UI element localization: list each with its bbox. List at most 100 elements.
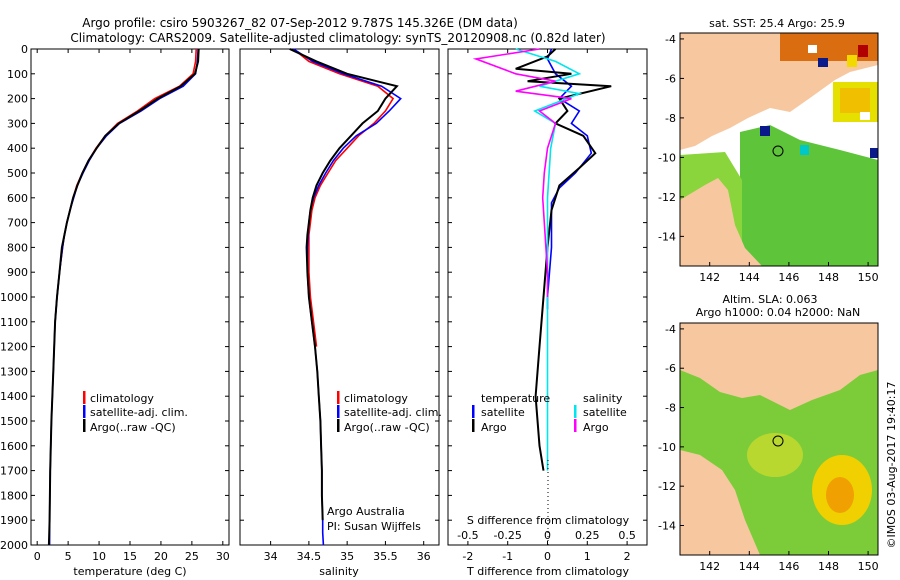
sst-missing-cell: [808, 45, 817, 53]
legend-swatch-satellite: [83, 405, 86, 418]
map-bottom-title1: Altim. SLA: 0.063: [722, 293, 817, 306]
series-line-satellite-adj-clim-: [48, 48, 199, 545]
salinity-panel-frame: [239, 48, 440, 546]
legend-climatology: climatology: [90, 392, 154, 405]
temperature-legend: climatology satellite-adj. clim. Argo(..…: [83, 391, 188, 434]
legend-temperature-title: temperature: [481, 392, 550, 405]
x2-tick-label: -0.25: [493, 529, 521, 542]
sst-cold-cell: [818, 58, 828, 67]
map-top-frame: [679, 32, 879, 267]
x-tick-label: 36: [417, 550, 431, 563]
title-line2: Climatology: CARS2009. Satellite-adjuste…: [70, 31, 605, 45]
series-line-argo-raw-qc-: [47, 48, 200, 546]
legend-salinity-title: salinity: [583, 392, 623, 405]
legend-swatch-s-argo: [574, 419, 577, 432]
map-x-tick-label: 150: [858, 560, 879, 573]
y-tick-label: 500: [7, 167, 28, 180]
x-tick-label: 34: [264, 550, 278, 563]
y-tick-label: 1800: [0, 489, 28, 502]
difference-x2label: S difference from climatology: [467, 514, 630, 527]
x2-tick-label: 0.5: [618, 529, 636, 542]
legend-swatch-climatology: [337, 391, 340, 404]
temperature-panel-frame: [30, 48, 230, 546]
x-tick-label: 34.5: [297, 550, 322, 563]
sst-orange-patch: [840, 88, 870, 113]
legend-t-satellite: satellite: [481, 406, 525, 419]
y-tick-label: 1400: [0, 390, 28, 403]
sst-gap: [860, 112, 870, 120]
x-tick-label: 0: [34, 550, 41, 563]
annotation-program: Argo Australia: [327, 505, 405, 518]
sst-green-region: [740, 125, 878, 266]
series-line-argo-raw-qc-: [289, 48, 399, 521]
map-bottom-title2: Argo h1000: 0.04 h2000: NaN: [696, 306, 861, 319]
map-y-tick-label: -4: [665, 33, 676, 46]
x2-tick-label: -0.5: [457, 529, 478, 542]
map-bottom-frame: [679, 322, 879, 556]
map-y-tick-label: -6: [665, 362, 676, 375]
map-y-tick-label: -14: [658, 230, 676, 243]
land-australia: [680, 178, 762, 266]
imos-credit: ©IMOS 03-Aug-2017 19:40:17: [885, 382, 898, 549]
y-tick-label: 400: [7, 142, 28, 155]
sla-peak-patch: [826, 477, 854, 513]
x-tick-label: 20: [154, 550, 168, 563]
sst-dark-cell-2: [870, 148, 878, 158]
y-tick-label: 1000: [0, 291, 28, 304]
title-line1: Argo profile: csiro 5903267_82 07-Sep-20…: [82, 16, 518, 30]
x-tick-label: 35.5: [373, 550, 398, 563]
temperature-xlabel: temperature (deg C): [73, 565, 186, 578]
y-tick-label: 1500: [0, 415, 28, 428]
map-top: [679, 32, 879, 267]
legend-t-argo: Argo: [481, 421, 507, 434]
map-y-tick-label: -12: [658, 480, 676, 493]
legend-swatch-s-satellite: [574, 405, 577, 418]
y-tick-label: 300: [7, 117, 28, 130]
x2-tick-label: 0.25: [575, 529, 600, 542]
legend-argo: Argo(..raw -QC): [90, 421, 176, 434]
y-tick-label: 1300: [0, 365, 28, 378]
y-tick-label: 1700: [0, 465, 28, 478]
legend-swatch-satellite: [337, 405, 340, 418]
difference-xlabel: T difference from climatology: [466, 565, 629, 578]
series-line-temperature-satellite: [546, 48, 593, 310]
argo-location-marker: [772, 435, 784, 447]
y-tick-label: 1600: [0, 440, 28, 453]
map-x-tick-label: 144: [739, 560, 760, 573]
legend-swatch-climatology: [83, 391, 86, 404]
x-tick-label: 15: [123, 550, 137, 563]
map-x-tick-label: 144: [739, 271, 760, 284]
legend-swatch-argo: [337, 419, 340, 432]
y-tick-label: 1900: [0, 514, 28, 527]
x-tick-label: 2: [624, 550, 631, 563]
annotation-pi: PI: Susan Wijffels: [327, 520, 421, 533]
map-y-tick-label: -10: [658, 441, 676, 454]
axis-ticks: 0 5 10 15 20 25 300100200300400500600700800900…: [0, 43, 647, 563]
y-tick-label: 1100: [0, 316, 28, 329]
map-top-title: sat. SST: 25.4 Argo: 25.9: [709, 17, 845, 30]
sst-hot-cell: [858, 45, 868, 57]
profile-lines: [47, 48, 612, 546]
y-tick-label: 200: [7, 93, 28, 106]
sst-dark-cell: [760, 126, 770, 136]
map-ticks: 142 144 146 148 150 -4 -6 -8 -10 -12 -14 142 144 146 1…: [658, 33, 879, 573]
x-tick-label: 35: [340, 550, 354, 563]
map-y-tick-label: -14: [658, 520, 676, 533]
x-tick-label: 30: [216, 550, 230, 563]
y-tick-label: 800: [7, 241, 28, 254]
map-x-tick-label: 146: [778, 560, 799, 573]
y-tick-label: 600: [7, 192, 28, 205]
x-tick-label: 10: [92, 550, 106, 563]
x-tick-label: 25: [185, 550, 199, 563]
legend-swatch-argo: [83, 419, 86, 432]
legend-argo: Argo(..raw -QC): [344, 421, 430, 434]
legend-climatology: climatology: [344, 392, 408, 405]
series-line-temperature-argo: [515, 48, 612, 471]
map-y-tick-label: -4: [665, 323, 676, 336]
x-tick-label: 1: [584, 550, 591, 563]
difference-legend: temperature salinity satellite Argo sate…: [472, 392, 627, 434]
map-x-tick-label: 142: [699, 560, 720, 573]
map-x-tick-label: 146: [778, 271, 799, 284]
map-x-tick-label: 148: [818, 271, 839, 284]
